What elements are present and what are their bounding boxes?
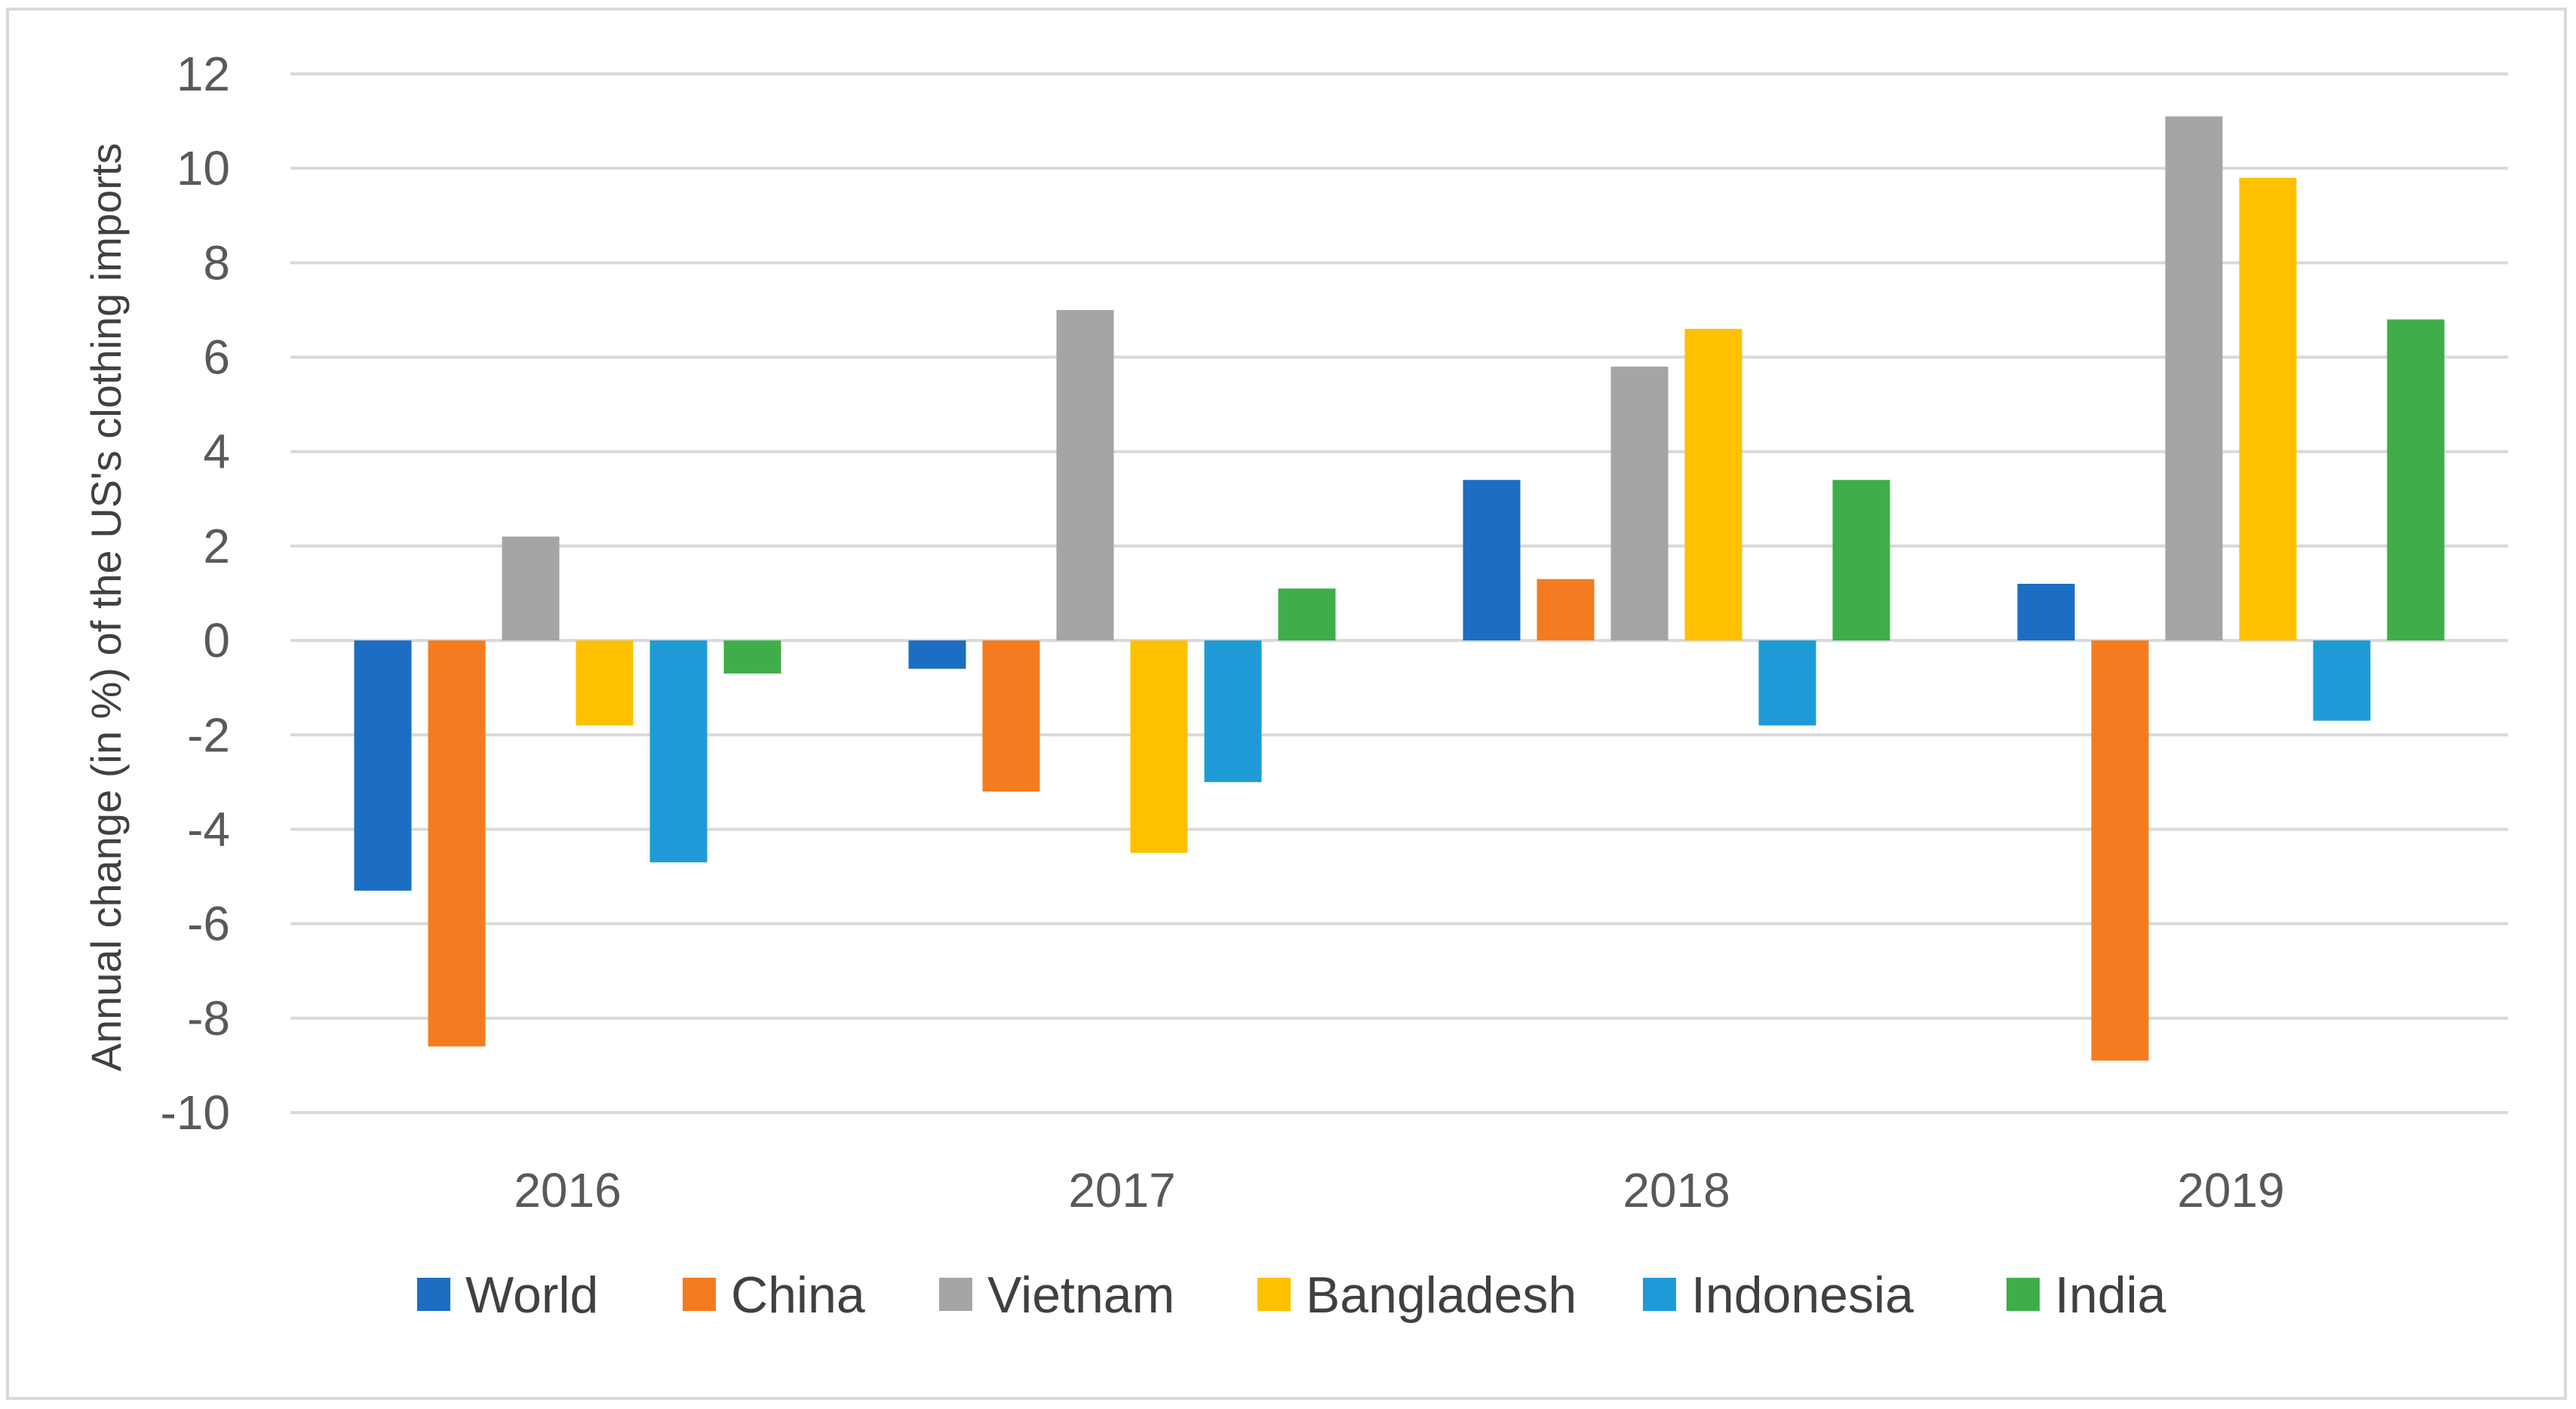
bar-india-2017 [1278,588,1336,641]
bar-vietnam-2016 [502,536,560,641]
y-tick-label: -6 [187,897,230,951]
bar-vietnam-2017 [1056,309,1114,641]
bar-world-2017 [908,640,966,669]
y-tick-label: 4 [203,425,230,479]
legend-swatch-world [417,1278,450,1311]
bar-china-2017 [982,640,1040,792]
bar-india-2019 [2387,319,2445,641]
y-axis-title: Annual change (in %) of the US's clothin… [82,143,130,1072]
y-tick-label: 0 [203,613,230,668]
y-tick-label: 12 [177,47,230,101]
legend-swatch-bangladesh [1257,1278,1291,1311]
bar-china-2016 [428,640,486,1047]
y-tick-label: -8 [187,991,230,1045]
legend-label-vietnam: Vietnam [987,1266,1174,1324]
bar-india-2018 [1832,480,1890,641]
bar-bangladesh-2019 [2239,177,2297,641]
x-tick-label: 2017 [1068,1163,1175,1217]
legend-swatch-vietnam [939,1278,972,1311]
x-tick-label: 2019 [2177,1163,2284,1217]
bar-indonesia-2017 [1204,640,1262,782]
y-tick-label: 8 [203,235,230,290]
bar-china-2018 [1537,579,1595,641]
y-tick-label: -4 [187,802,230,856]
legend-label-world: World [465,1266,598,1324]
bar-indonesia-2018 [1758,640,1816,726]
legend-label-india: India [2055,1266,2166,1324]
legend-swatch-india [2006,1278,2040,1311]
bars [354,116,2445,1061]
legend: World China Vietnam Bangladesh Indonesia Indi… [417,1266,2166,1324]
y-tick-label: -10 [161,1085,231,1140]
legend-swatch-china [683,1278,716,1311]
bar-bangladesh-2017 [1130,640,1188,853]
bar-world-2018 [1463,480,1521,641]
bar-india-2016 [723,640,781,674]
bar-bangladesh-2016 [576,640,634,726]
bar-world-2016 [354,640,412,891]
legend-label-indonesia: Indonesia [1691,1266,1914,1324]
bar-indonesia-2019 [2313,640,2371,721]
y-tick-label: 10 [177,141,230,195]
x-tick-label: 2018 [1623,1163,1730,1217]
bar-china-2019 [2091,640,2149,1061]
y-tick-label: -2 [187,708,230,762]
bar-indonesia-2016 [649,640,708,863]
y-tick-label: 6 [203,330,230,385]
bar-vietnam-2018 [1610,367,1669,641]
y-axis-ticks: 12 10 8 6 4 2 0 -2 -4 -6 -8 -10 [161,47,231,1140]
bar-bangladesh-2018 [1684,328,1742,641]
x-tick-label: 2016 [514,1163,621,1217]
legend-label-china: China [731,1266,865,1324]
legend-swatch-indonesia [1643,1278,1676,1311]
bar-vietnam-2019 [2165,116,2223,641]
y-tick-label: 2 [203,519,230,573]
bar-world-2019 [2017,583,2075,641]
x-axis-ticks: 2016 2017 2018 2019 [514,1163,2284,1217]
legend-label-bangladesh: Bangladesh [1306,1266,1577,1324]
